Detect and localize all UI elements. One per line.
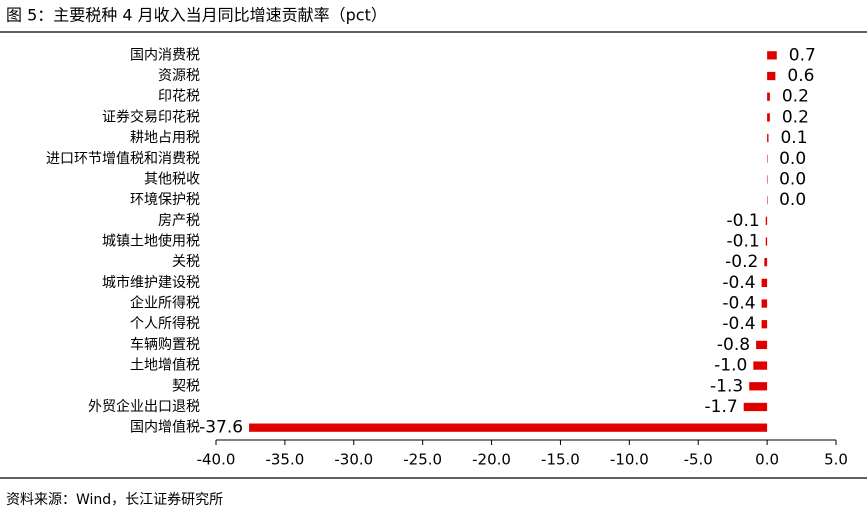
data-label: 0.7 (789, 45, 816, 65)
x-tick-label: -35.0 (265, 451, 304, 469)
bar (767, 51, 777, 60)
data-label: -0.8 (717, 335, 750, 355)
data-label: -0.1 (727, 211, 760, 231)
y-tick-label: 进口环节增值税和消费税 (46, 151, 200, 167)
bar (761, 299, 768, 308)
y-tick-label: 印花税 (158, 89, 200, 105)
x-tick-label: -5.0 (684, 451, 713, 469)
y-tick-label: 资源税 (158, 68, 200, 84)
bar (761, 278, 768, 288)
x-tick-label: 5.0 (824, 451, 848, 469)
data-label: -0.4 (722, 273, 755, 293)
bar (753, 361, 768, 370)
bar (767, 71, 776, 81)
bar (761, 320, 768, 329)
bar (767, 92, 770, 101)
x-tick-label: -20.0 (472, 451, 511, 469)
data-label: 0.2 (782, 87, 809, 107)
bar (765, 216, 768, 225)
y-tick-label: 外贸企业出口退税 (88, 398, 200, 415)
data-label: -0.4 (722, 294, 755, 314)
x-tick-label: -15.0 (541, 451, 580, 469)
bar (767, 113, 770, 122)
x-tick-label: -10.0 (610, 451, 649, 469)
y-tick-label: 个人所得税 (130, 315, 200, 332)
y-tick-label: 企业所得税 (130, 295, 200, 312)
data-label: 0.6 (787, 66, 814, 86)
data-label: 0.0 (779, 169, 806, 189)
y-tick-label: 国内增值税 (130, 420, 200, 436)
data-label: 0.0 (779, 190, 806, 210)
data-label: 0.0 (779, 149, 806, 169)
bar (765, 237, 768, 246)
bar (749, 382, 768, 391)
data-label: 0.2 (782, 107, 809, 127)
bar (249, 423, 768, 432)
y-tick-label: 环境保护税 (130, 192, 200, 208)
x-tick-label: 0.0 (755, 451, 779, 469)
data-label: -1.3 (710, 376, 743, 396)
y-tick-label: 其他税收 (144, 171, 200, 187)
bar (767, 175, 768, 184)
data-label: -0.1 (727, 232, 760, 252)
bar (756, 340, 768, 350)
y-tick-label: 国内消费税 (130, 47, 200, 63)
data-label: -1.0 (714, 356, 747, 376)
y-tick-label: 城市维护建设税 (102, 274, 200, 291)
bar (767, 195, 768, 205)
x-tick-label: -30.0 (334, 451, 373, 469)
y-tick-label: 车辆购置税 (130, 336, 200, 353)
data-label: 0.1 (780, 128, 807, 148)
data-label: -0.4 (722, 314, 755, 334)
y-tick-label: 耕地占用税 (130, 129, 200, 146)
bar (764, 258, 768, 267)
y-tick-label: 关税 (172, 254, 200, 270)
y-tick-label: 土地增值税 (130, 358, 200, 374)
x-tick-label: -25.0 (403, 451, 442, 469)
bar (743, 402, 768, 412)
x-tick-label: -40.0 (197, 451, 236, 469)
bar (767, 154, 768, 163)
y-tick-label: 契税 (172, 378, 200, 394)
y-tick-label: 证券交易印花税 (102, 108, 200, 125)
source: 资料来源：Wind，长江证券研究所 (6, 492, 223, 508)
data-label: -37.6 (199, 418, 243, 438)
data-label: -1.7 (705, 397, 738, 417)
bar (767, 133, 769, 143)
y-tick-label: 房产税 (158, 213, 200, 229)
data-label: -0.2 (725, 252, 758, 272)
y-tick-label: 城镇土地使用税 (102, 233, 200, 250)
chart-title: 图 5：主要税种 4 月收入当月同比增速贡献率（pct） (6, 6, 387, 25)
